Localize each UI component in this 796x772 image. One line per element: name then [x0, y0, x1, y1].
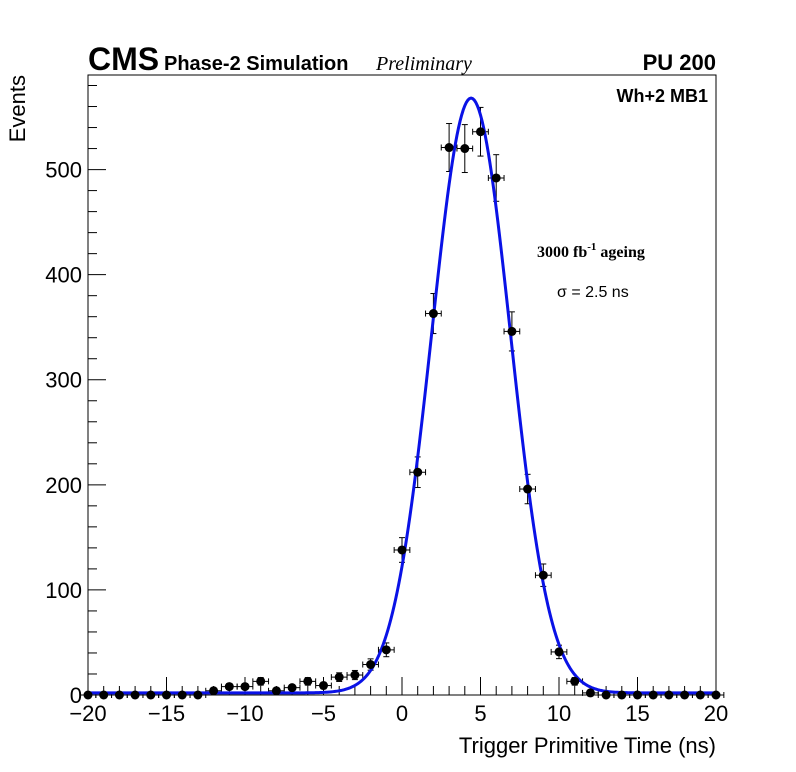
data-point	[554, 647, 564, 657]
lumi-suffix-text: ageing	[600, 244, 644, 261]
x-tick-label: −15	[148, 701, 185, 726]
data-point	[601, 690, 611, 700]
error-bars	[79, 106, 725, 698]
data-point	[428, 309, 438, 319]
lumi-exponent: -1	[587, 241, 596, 253]
data-point	[130, 690, 140, 700]
data-point	[523, 484, 533, 494]
data-point	[711, 690, 721, 700]
data-point	[146, 690, 156, 700]
data-point	[381, 645, 391, 655]
data-point	[444, 143, 454, 153]
data-point	[476, 127, 485, 137]
y-tick-label: 300	[45, 368, 82, 393]
data-point	[664, 690, 674, 700]
cms-label: CMS	[88, 41, 159, 77]
data-point	[287, 683, 297, 693]
data-point	[303, 676, 313, 686]
x-tick-label: 10	[547, 701, 571, 726]
data-point	[648, 690, 658, 700]
data-point	[162, 690, 171, 700]
phase2-label: Phase-2 Simulation	[164, 53, 349, 75]
pileup-label: PU 200	[643, 50, 716, 75]
data-point	[491, 173, 501, 183]
axis-ticks	[87, 85, 717, 696]
preliminary-label: Preliminary	[375, 53, 472, 75]
data-point	[585, 688, 595, 698]
data-point	[114, 690, 124, 700]
y-tick-label: 200	[45, 473, 82, 498]
data-point	[695, 690, 705, 700]
data-point	[334, 672, 344, 682]
x-tick-label: −5	[311, 701, 336, 726]
y-tick-label: 100	[45, 578, 82, 603]
data-point	[538, 570, 548, 580]
x-tick-label: 20	[704, 701, 728, 726]
station-label: Wh+2 MB1	[616, 86, 708, 106]
data-point	[460, 144, 470, 154]
data-point	[507, 326, 517, 336]
plot-frame	[87, 74, 717, 696]
x-tick-label: 0	[396, 701, 408, 726]
data-point	[570, 676, 580, 686]
lumi-label: 3000 fb-1 ageing	[537, 241, 645, 261]
y-tick-labels: 0 100 200 300 400 500	[45, 158, 82, 708]
data-point	[680, 690, 690, 700]
x-tick-label: −20	[69, 701, 106, 726]
data-point	[209, 686, 219, 696]
x-tick-labels: −20 −15 −10 −5 0 5 10 15 20	[69, 701, 728, 726]
data-point	[271, 686, 281, 696]
data-point	[413, 467, 423, 477]
x-tick-label: 5	[474, 701, 486, 726]
y-axis-title: Events	[5, 75, 30, 142]
data-point	[633, 690, 642, 700]
data-point	[83, 690, 93, 700]
y-tick-label: 500	[45, 158, 82, 183]
y-tick-label: 400	[45, 263, 82, 288]
data-point	[240, 682, 250, 692]
data-point	[617, 690, 627, 700]
data-point	[350, 670, 360, 680]
x-tick-label: −10	[226, 701, 263, 726]
x-axis-title: Trigger Primitive Time (ns)	[459, 733, 716, 758]
data-point	[99, 690, 109, 700]
data-points	[83, 127, 721, 700]
data-point	[177, 690, 187, 700]
data-point	[224, 682, 234, 692]
y-tick-label: 0	[70, 683, 82, 708]
fit-curve	[88, 96, 716, 695]
sigma-label: σ = 2.5 ns	[557, 284, 629, 301]
data-point	[366, 660, 376, 670]
data-point	[397, 545, 407, 555]
data-point	[319, 681, 328, 691]
data-point	[256, 676, 266, 686]
lumi-value: 3000 fb	[537, 244, 587, 261]
data-point	[193, 690, 203, 700]
x-tick-label: 15	[625, 701, 649, 726]
